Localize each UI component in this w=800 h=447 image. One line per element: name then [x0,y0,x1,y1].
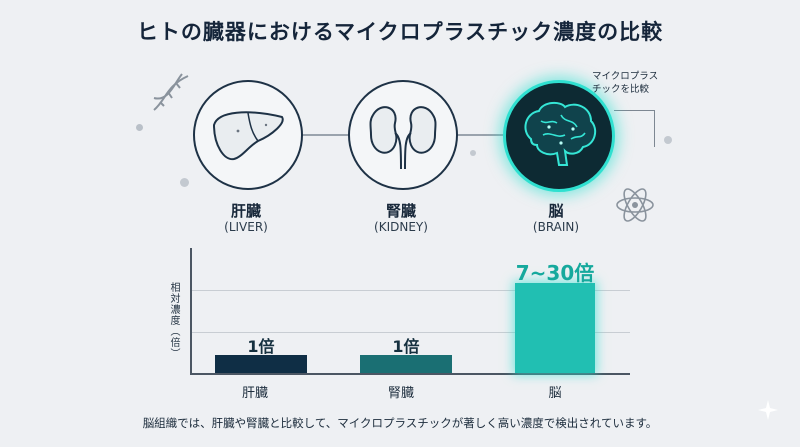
organ-name-kidney: 腎臓 [385,202,416,220]
x-axis-line [190,373,630,375]
category-label-kidney: 腎臓 [387,386,414,401]
y-axis-line [190,248,192,374]
category-label-brain: 脳 [548,386,562,401]
organ-en-brain: (BRAIN) [532,220,580,234]
particle-dot [470,150,476,156]
atom-icon [616,188,654,222]
liver-icon [212,111,284,161]
note-pointer [614,110,655,147]
gridline [192,290,630,291]
kidney-circle [348,80,458,190]
bar-value-label-0: 1倍 [247,337,275,356]
organ-name-liver: 肝臓 [230,202,261,220]
bar-2 [515,283,595,373]
particle-dot [664,136,672,144]
bar-value-label-1: 1倍 [392,337,420,356]
brain-icon [524,101,597,166]
bar-0 [215,355,307,373]
particle-dot [136,124,143,131]
organ-en-kidney: (KIDNEY) [374,220,428,234]
bar-1 [360,355,452,373]
kidney-icon [369,106,437,170]
y-axis-title: 相対濃度（倍） [168,282,179,359]
particle-dot [180,178,189,187]
page-title: ヒトの臓器におけるマイクロプラスチック濃度の比較 [136,20,664,44]
comparison-note: マイクロプラス チックを比較 [592,70,658,96]
connector-line [455,134,508,136]
organ-name-brain: 脳 [548,202,564,220]
caption: 脳組織では、肝臓や腎臓と比較して、マイクロプラスチックが著しく高い濃度で検出され… [142,416,658,430]
dna-icon [153,73,189,111]
note-line: チックを比較 [592,84,650,95]
chart-area: 1倍 1倍 7~30倍 [190,248,630,376]
brain-circle [503,80,615,192]
organ-en-liver: (LIVER) [224,220,268,234]
category-label-liver: 肝臓 [241,386,268,401]
bar-value-label-2: 7~30倍 [515,261,595,285]
note-line: マイクロプラス [592,71,659,82]
sparkle-icon [758,400,778,420]
liver-circle [193,80,303,190]
gridline [192,332,630,333]
connector-line [298,134,352,136]
